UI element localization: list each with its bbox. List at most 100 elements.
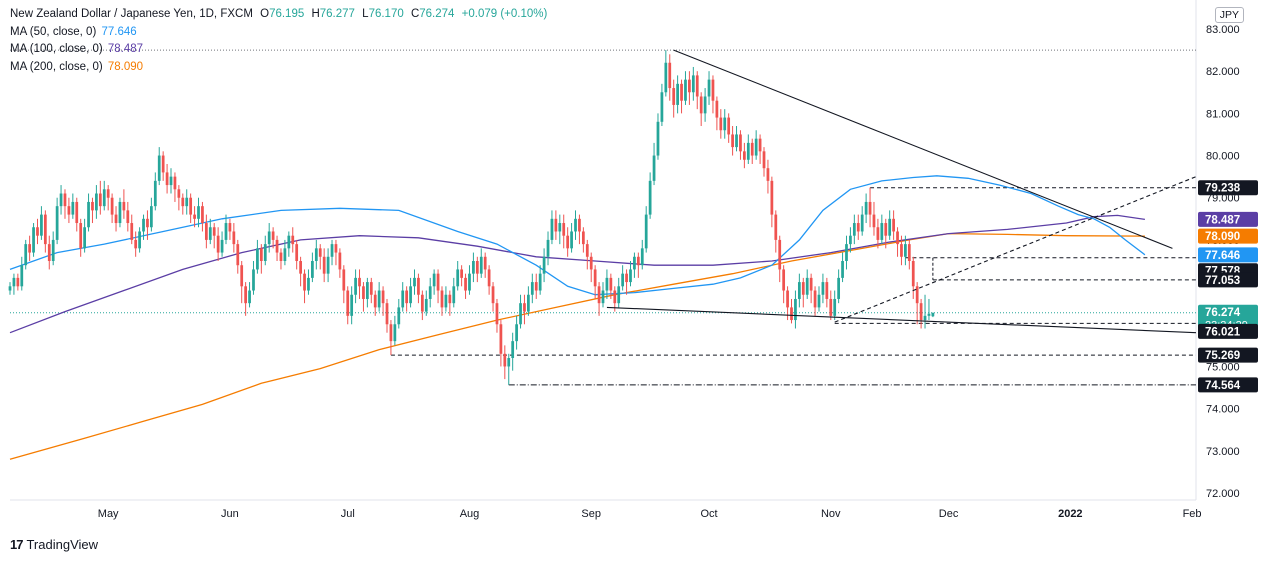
candle-body <box>915 286 919 304</box>
candle-body <box>385 303 389 325</box>
candle-body <box>106 189 110 198</box>
close-value: 76.274 <box>419 8 455 20</box>
candle-body <box>428 286 432 299</box>
price-label-box <box>1198 272 1258 288</box>
candle-body <box>346 290 350 316</box>
candle-body <box>318 248 322 257</box>
x-tick-label: Sep <box>581 508 601 520</box>
candle-body <box>110 197 114 215</box>
indicator-ma200[interactable]: MA (200, close, 0) 78.090 <box>10 59 547 77</box>
indicator-ma50[interactable]: MA (50, close, 0) 77.646 <box>10 24 547 42</box>
candle-body <box>581 231 585 245</box>
candle-body <box>295 244 299 261</box>
candle-body <box>719 117 723 131</box>
candle-body <box>495 303 499 325</box>
candle-body <box>841 261 844 278</box>
candle-body <box>275 239 279 253</box>
candle-body <box>16 277 20 287</box>
candle-body <box>456 269 460 287</box>
candle-body <box>189 197 193 215</box>
candle-body <box>621 273 625 287</box>
candle-body <box>644 214 648 249</box>
candle-body <box>338 252 342 270</box>
candle-body <box>417 277 420 295</box>
candle-body <box>743 151 746 160</box>
candle-body <box>511 341 515 359</box>
change-value: +0.079 (+0.10%) <box>461 8 548 20</box>
low-value: 76.170 <box>368 8 404 20</box>
candle-body <box>566 235 570 249</box>
candle-body <box>236 244 240 266</box>
candle-body <box>118 201 122 224</box>
candle-body <box>130 223 134 240</box>
chart-legend: New Zealand Dollar / Japanese Yen, 1D, F… <box>10 6 547 76</box>
candle-body <box>782 269 786 291</box>
candle-body <box>845 244 848 261</box>
candle-body <box>287 235 291 249</box>
brand[interactable]: 17 TradingView <box>10 537 98 552</box>
candle-body <box>880 223 884 240</box>
candle-body <box>122 201 126 211</box>
candle-body <box>464 277 467 291</box>
candle-body <box>550 218 554 240</box>
candle-body <box>358 277 361 287</box>
candle-body <box>562 223 566 236</box>
candle-body <box>350 294 354 316</box>
y-tick-label: 80.000 <box>1206 151 1240 163</box>
candle-body <box>204 223 208 240</box>
candle-body <box>47 244 51 261</box>
candle-body <box>334 244 338 253</box>
candle-body <box>578 218 581 232</box>
candle-body <box>440 290 444 308</box>
candle-body <box>252 269 255 291</box>
x-tick-label: Jun <box>221 508 239 520</box>
candle-body <box>605 277 609 291</box>
candle-body <box>688 79 691 93</box>
candle-body <box>904 244 907 257</box>
candle-body <box>856 223 860 232</box>
candle-body <box>413 277 416 287</box>
brand-name: TradingView <box>26 537 99 552</box>
price-label-text: 78.487 <box>1205 214 1240 226</box>
candle-body <box>817 294 821 308</box>
y-tick-label: 74.000 <box>1206 404 1240 416</box>
candle-body <box>750 142 754 156</box>
candle-body <box>303 273 306 291</box>
indicator-ma100[interactable]: MA (100, close, 0) 78.487 <box>10 41 547 59</box>
candle-body <box>534 282 538 291</box>
candle-body <box>731 134 734 148</box>
currency-badge[interactable]: JPY <box>1214 7 1244 23</box>
candle-body <box>98 193 102 207</box>
candle-body <box>723 117 727 131</box>
candle-body <box>868 201 872 215</box>
candle-body <box>711 79 715 101</box>
candle-body <box>790 307 793 321</box>
x-tick-label: Aug <box>460 508 480 520</box>
candle-body <box>472 261 475 274</box>
candle-body <box>330 244 334 257</box>
candle-body <box>479 256 483 274</box>
candle-body <box>778 239 782 270</box>
indicator-value: 78.090 <box>107 60 144 73</box>
x-tick-label: Dec <box>939 508 959 520</box>
candle-body <box>864 201 868 215</box>
candle-body <box>142 218 145 232</box>
candle-body <box>919 303 923 321</box>
candle-body <box>821 282 825 295</box>
candle-body <box>165 172 169 186</box>
candle-body <box>794 298 797 321</box>
open-value: 76.195 <box>269 8 305 20</box>
price-label-text: 79.238 <box>1205 183 1241 195</box>
candle-body <box>87 201 90 228</box>
candle-body <box>365 282 369 299</box>
candle-body <box>546 239 550 257</box>
indicator-label: MA (200, close, 0) <box>10 60 103 73</box>
candle-body <box>79 223 83 249</box>
candle-body <box>519 303 522 325</box>
candle-body <box>75 201 79 224</box>
candle-body <box>12 277 16 287</box>
candle-body <box>114 214 118 224</box>
candle-body <box>259 248 263 261</box>
